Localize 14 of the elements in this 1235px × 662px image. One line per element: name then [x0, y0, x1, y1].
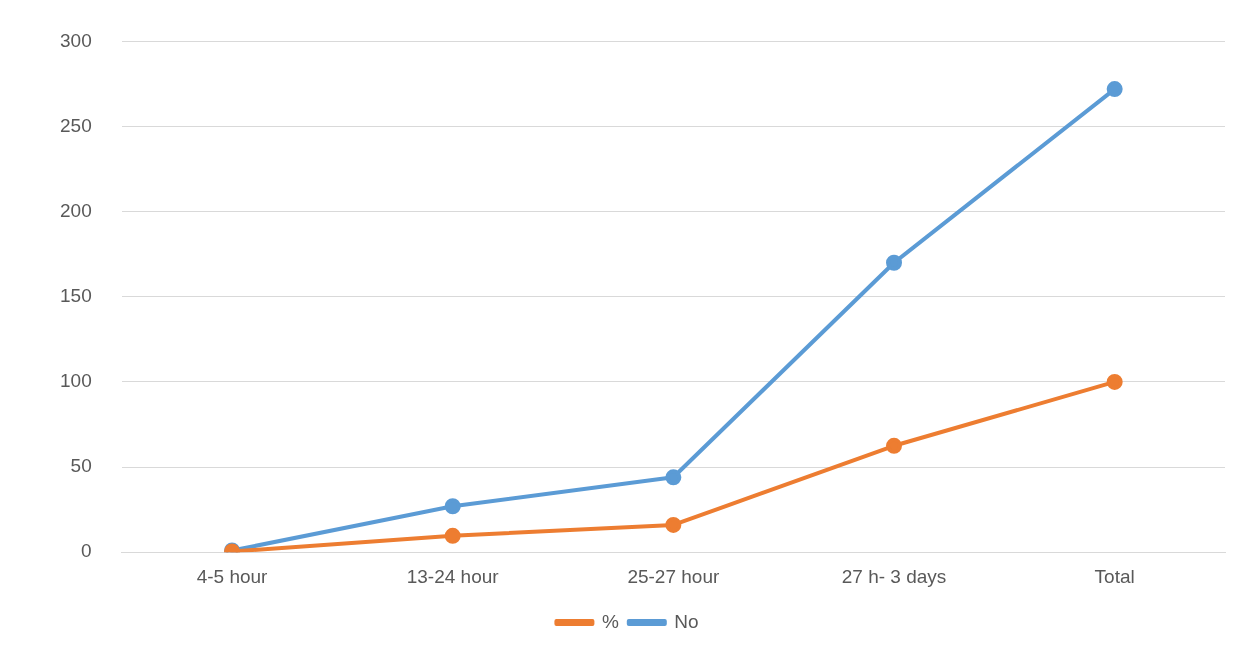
y-tick-label: 300: [60, 29, 92, 51]
y-tick-label: 100: [60, 370, 92, 392]
x-tick-label: 25-27 hour: [627, 565, 720, 587]
y-tick-label: 50: [70, 455, 92, 477]
y-tick-label: 0: [81, 540, 92, 562]
y-tick-label: 150: [60, 285, 92, 307]
x-tick-label: 4-5 hour: [196, 565, 269, 587]
y-tick-label: 200: [60, 199, 92, 221]
y-tick-label: 250: [60, 114, 92, 136]
x-tick-label: 13-24 hour: [406, 565, 500, 587]
legend-label: %: [601, 610, 619, 632]
x-tick-label: Total: [1094, 565, 1135, 587]
x-tick-label: 27 h- 3 days: [841, 565, 947, 587]
legend-label: No: [674, 610, 699, 632]
